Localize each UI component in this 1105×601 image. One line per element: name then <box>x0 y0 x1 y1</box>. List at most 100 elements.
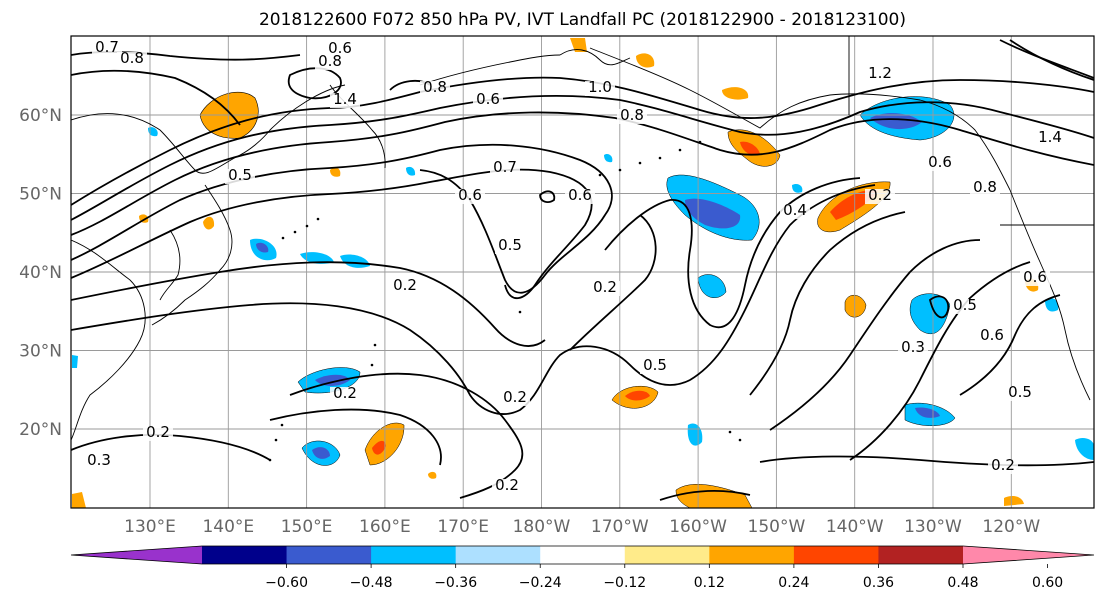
pc-shading <box>72 38 1094 508</box>
contour-label-bg <box>473 93 503 108</box>
pv-contour <box>569 214 657 351</box>
shade-negative <box>312 447 330 459</box>
contour-label-bg <box>492 479 522 494</box>
lon-tick-label: 160°E <box>359 517 411 537</box>
contour-label: 0.6 <box>328 39 352 57</box>
island <box>274 438 278 442</box>
pv-contour <box>71 168 593 300</box>
colorbar-segment <box>202 546 288 564</box>
coastline-korea <box>159 229 181 301</box>
contour-label: 0.2 <box>333 384 357 402</box>
coastline-alaska <box>589 47 1011 191</box>
contour-label: 0.6 <box>458 186 482 204</box>
shade-negative <box>685 198 741 229</box>
shade-negative <box>792 183 803 193</box>
island <box>518 310 522 314</box>
contour-label: 0.3 <box>87 451 111 469</box>
lon-tick-label: 160°W <box>669 517 727 537</box>
island <box>316 217 320 221</box>
shade-negative <box>256 242 269 253</box>
contour-label-bg <box>988 459 1018 474</box>
lon-tick-label: 140°W <box>826 517 884 537</box>
island <box>373 343 377 347</box>
island <box>305 224 309 228</box>
contour-label-bg <box>84 454 114 469</box>
contour-label: 0.2 <box>991 456 1015 474</box>
contour-label-bg <box>390 279 420 294</box>
contour-label: 1.4 <box>333 90 357 108</box>
contour-label-bg <box>490 161 520 176</box>
contour-label-bg <box>315 55 345 70</box>
contour-label: 0.5 <box>228 166 252 184</box>
shade-positive <box>203 216 215 230</box>
coastline-japan <box>151 184 233 326</box>
contour-label: 0.6 <box>1023 268 1047 286</box>
pv-contour <box>1009 39 1094 81</box>
lon-tick-label: 130°E <box>124 517 176 537</box>
colorbar-segment <box>709 546 795 564</box>
shade-positive <box>625 390 650 401</box>
pv-contour <box>71 69 241 126</box>
shade-positive <box>372 440 386 455</box>
lat-tick-label: 60°N <box>19 106 62 126</box>
island <box>280 423 284 427</box>
contour-label: 0.7 <box>95 38 119 56</box>
colorbar-tick-label: 0.24 <box>778 575 809 591</box>
contour-labels: 0.70.80.60.81.40.80.61.00.81.21.40.80.60… <box>84 38 1065 494</box>
shade-positive <box>72 492 86 508</box>
colorbar-segment <box>878 546 964 564</box>
contour-label: 0.6 <box>980 326 1004 344</box>
contour-label-bg <box>1035 131 1065 146</box>
contour-label: 0.2 <box>393 276 417 294</box>
contour-label: 0.8 <box>318 52 342 70</box>
lat-tick-label: 50°N <box>19 185 62 205</box>
contour-label-bg <box>92 41 122 56</box>
island <box>598 173 602 177</box>
shade-positive <box>675 484 753 508</box>
contour-label-bg <box>640 359 670 374</box>
contour-label: 0.6 <box>928 153 952 171</box>
contour-label-bg <box>1005 386 1035 401</box>
contour-label-bg <box>330 387 360 402</box>
contour-label: 0.5 <box>643 356 667 374</box>
pv-contour <box>71 143 613 294</box>
lat-tick-label: 40°N <box>19 263 62 283</box>
colorbar-tick-label: −0.24 <box>519 575 562 591</box>
lon-tick-label: 170°E <box>437 517 489 537</box>
lat-tick-label: 20°N <box>19 420 62 440</box>
shade-negative <box>1045 298 1059 312</box>
contour-label-bg <box>565 189 595 204</box>
map-frame <box>70 35 1095 509</box>
pv-contour <box>71 433 271 461</box>
pv-contour <box>71 76 1094 206</box>
contour-label-bg <box>865 67 895 82</box>
colorbar-tick-label: −0.48 <box>350 575 393 591</box>
contour-label: 0.2 <box>503 388 527 406</box>
colorbar-tick-label: 0.12 <box>694 575 725 591</box>
shade-positive <box>636 53 655 68</box>
pv-contour <box>959 294 1061 396</box>
colorbar-extend-high <box>963 546 1094 564</box>
lon-tick-label: 120°W <box>982 517 1040 537</box>
shade-positive <box>570 38 587 52</box>
shade-negative <box>870 113 922 130</box>
shade-negative <box>340 254 370 268</box>
contour-label-bg <box>970 181 1000 196</box>
pv-contour <box>539 190 556 203</box>
shade-negative <box>72 355 78 368</box>
shade-negative <box>406 166 416 176</box>
shade-positive <box>740 141 760 156</box>
contour-label-bg <box>950 299 980 314</box>
island <box>658 156 662 160</box>
contour-label: 0.8 <box>423 78 447 96</box>
contour-label-bg <box>455 189 485 204</box>
coastline-bering <box>559 49 631 66</box>
contour-label: 0.5 <box>1008 383 1032 401</box>
colorbar-segment <box>286 546 372 564</box>
contour-label-bg <box>495 239 525 254</box>
contour-label-bg <box>117 52 147 67</box>
contour-label-bg <box>780 204 810 219</box>
lon-tick-label: 150°W <box>748 517 806 537</box>
